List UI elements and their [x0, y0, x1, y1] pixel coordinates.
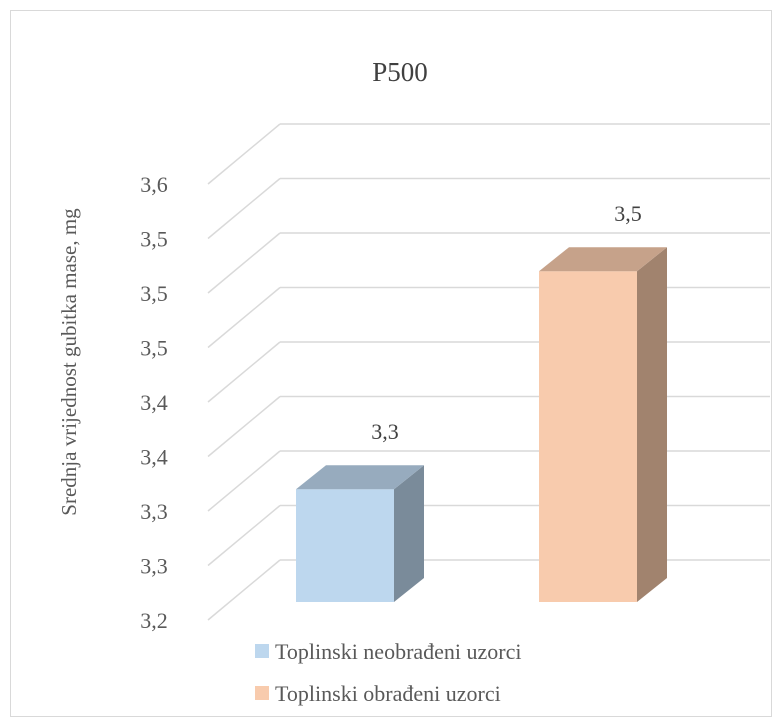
- y-tick-label-0: 3,2: [140, 608, 168, 633]
- y-tick-label-4: 3,4: [140, 390, 168, 415]
- y-axis-title: Srednja vrijednost gubitka mase, mg: [57, 208, 81, 516]
- bar-1: [539, 247, 667, 602]
- bar-side-1: [637, 247, 667, 602]
- y-tick-label-8: 3,6: [140, 172, 168, 197]
- data-label-1: 3,5: [614, 201, 642, 226]
- legend-label-0: Toplinski neobrađeni uzorci: [275, 639, 522, 664]
- gridline-depth-3: [207, 395, 281, 458]
- gridline-depth-6: [207, 232, 281, 294]
- gridline-depth-1: [207, 504, 281, 567]
- y-tick-label-1: 3,3: [140, 554, 168, 579]
- bar-top-1: [539, 247, 667, 272]
- gridline-depth-8: [207, 123, 281, 185]
- legend-swatch-0: [255, 644, 269, 658]
- legend-swatch-1: [255, 686, 269, 700]
- legend-label-1: Toplinski obrađeni uzorci: [275, 681, 501, 706]
- y-tick-label-7: 3,5: [140, 227, 168, 252]
- bar-top-0: [296, 465, 424, 490]
- gridline-depth-4: [207, 341, 281, 403]
- bar-side-0: [394, 465, 424, 602]
- y-tick-label-5: 3,5: [140, 336, 168, 361]
- y-axis-ticks: 3,2 3,3 3,3 3,4 3,4 3,5 3,5 3,5 3,6: [140, 172, 168, 633]
- y-tick-label-6: 3,5: [140, 281, 168, 306]
- bar-0: [296, 465, 424, 602]
- bars: [296, 247, 667, 602]
- y-tick-label-2: 3,3: [140, 499, 168, 524]
- gridline-depth-5: [207, 286, 281, 349]
- bar-front-1: [539, 271, 637, 602]
- bar-front-0: [296, 489, 394, 602]
- data-labels: 3,3 3,5: [371, 201, 642, 444]
- gridline-depth-2: [207, 450, 281, 512]
- legend-item-1: Toplinski obrađeni uzorci: [255, 681, 501, 706]
- legend: Toplinski neobrađeni uzorci Toplinski ob…: [255, 639, 522, 706]
- gridline-depth-0: [207, 559, 281, 621]
- y-tick-label-3: 3,4: [140, 445, 168, 470]
- chart-title: P500: [372, 57, 428, 87]
- data-label-0: 3,3: [371, 419, 399, 444]
- gridline-depth-7: [207, 177, 281, 240]
- gridlines: [207, 123, 770, 621]
- legend-item-0: Toplinski neobrađeni uzorci: [255, 639, 522, 664]
